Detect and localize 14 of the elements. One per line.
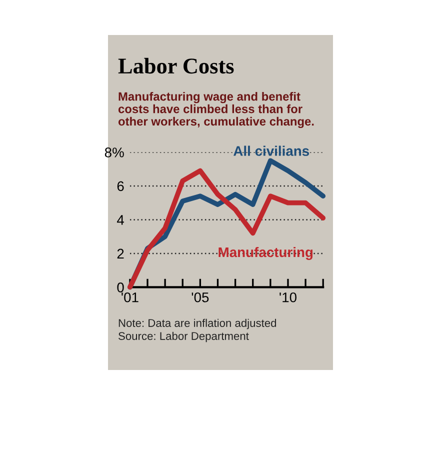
x-tick-label: '05	[192, 292, 209, 302]
y-tick-label: 6	[117, 181, 124, 192]
source-note: Source: Labor Department	[118, 332, 249, 342]
y-tick-label: 8%	[104, 148, 124, 158]
series-label: Manufacturing	[218, 246, 313, 260]
chart-title: Labor Costs	[118, 58, 234, 74]
x-tick-label: '01	[122, 292, 138, 302]
y-tick-label: 2	[117, 248, 124, 258]
y-tick-label: 0	[117, 282, 124, 292]
y-tick-label: 4	[116, 215, 124, 225]
series-label: All civilians	[234, 146, 310, 156]
x-tick-label: '10	[280, 292, 296, 302]
chart-subtitle: Manufacturing wage and benefit costs have climbed less than for other workers, cumulative change.	[118, 92, 314, 128]
text: Note: Data are inflation adjusted	[118, 318, 276, 330]
